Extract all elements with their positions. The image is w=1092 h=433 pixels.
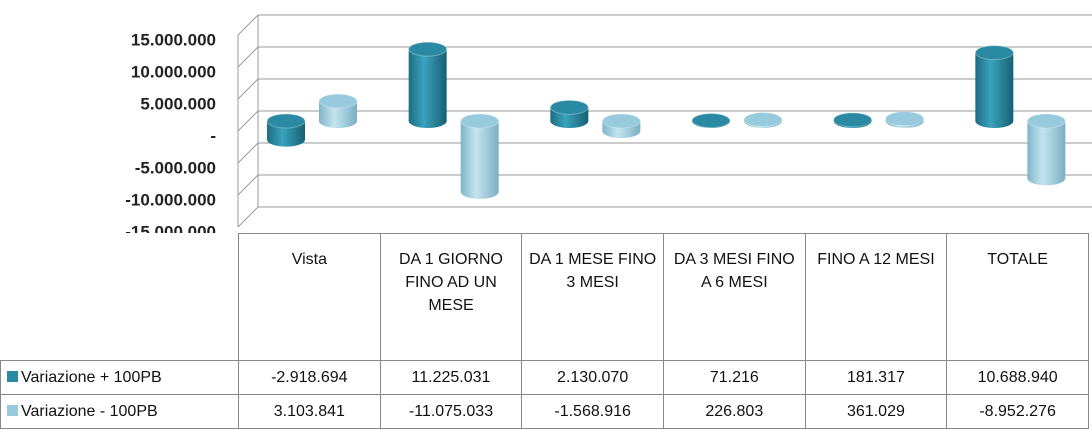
bar: [601, 113, 641, 139]
category-label: Vista: [238, 233, 381, 361]
bar: [833, 112, 873, 128]
value-label: 181.317: [804, 360, 948, 395]
category-label: TOTALE: [946, 233, 1089, 361]
y-tick-label: -15.000.000: [125, 222, 216, 233]
bar-top: [974, 45, 1014, 61]
y-tick-label: 15.000.000: [131, 30, 216, 49]
bar-top: [885, 111, 925, 127]
value-label: 226.803: [662, 394, 806, 429]
bar-body: [1027, 121, 1066, 179]
y-tick-label: -5.000.000: [135, 158, 216, 177]
grid-line: [237, 46, 1092, 68]
series-row: Variazione + 100PB -2.918.694 11.225.031 2.…: [0, 360, 1089, 395]
grid-line: [237, 14, 1092, 36]
grid-line: [237, 78, 1092, 100]
grid-line: [237, 206, 1092, 228]
value-label: -8.952.276: [946, 394, 1089, 429]
value-label: 71.216: [662, 360, 806, 395]
grid-line: [237, 142, 1092, 164]
bar-body: [460, 121, 499, 192]
bar-top: [549, 99, 589, 115]
bar: [408, 41, 448, 128]
bar: [549, 99, 589, 128]
bar: [318, 93, 358, 128]
data-table: Vista DA 1 GIORNO FINO AD UN MESE DA 1 MES…: [0, 233, 1089, 429]
bar-top: [408, 41, 448, 57]
bar-top: [318, 93, 358, 109]
bar: [691, 113, 731, 129]
chart: 15.000.000 10.000.000 5.000.000 - -5.000.000…: [125, 14, 1092, 233]
bar-body: [408, 49, 447, 121]
bar-top: [833, 112, 873, 128]
legend-label: Variazione + 100PB: [21, 368, 162, 386]
bar-top: [1026, 113, 1066, 129]
value-label: 2.130.070: [521, 360, 664, 395]
legend-swatch: [7, 404, 18, 416]
y-tick-label: -: [210, 126, 216, 145]
category-label: DA 1 MESE FINO 3 MESI: [521, 233, 664, 361]
category-label: DA 3 MESI FINO A 6 MESI: [662, 233, 806, 361]
legend-entry: Variazione + 100PB: [0, 360, 239, 395]
grid-line: [237, 110, 1092, 132]
value-label: -1.568.916: [521, 394, 664, 429]
blank-cell: [0, 233, 239, 361]
bar-top: [266, 113, 306, 129]
category-label: DA 1 GIORNO FINO AD UN MESE: [379, 233, 523, 361]
header-row: Vista DA 1 GIORNO FINO AD UN MESE DA 1 MES…: [0, 233, 1089, 361]
value-label: 11.225.031: [379, 360, 523, 395]
value-label: -2.918.694: [238, 360, 381, 395]
bar-body: [975, 52, 1014, 121]
bar-top: [460, 113, 500, 129]
bar: [460, 113, 500, 199]
legend-entry: Variazione - 100PB: [0, 394, 239, 429]
y-tick-label: 10.000.000: [131, 62, 216, 81]
category-label: FINO A 12 MESI: [804, 233, 948, 361]
bar-top: [743, 112, 783, 128]
grid-line: [237, 174, 1092, 196]
y-tick-label: -10.000.000: [125, 190, 216, 209]
legend-swatch: [7, 370, 18, 382]
series-row: Variazione - 100PB 3.103.841 -11.075.033 -1…: [0, 394, 1089, 429]
value-label: 3.103.841: [238, 394, 381, 429]
bar: [974, 45, 1014, 128]
value-label: 10.688.940: [946, 360, 1089, 395]
bar-top: [691, 113, 731, 129]
bar-top: [601, 113, 641, 129]
value-label: 361.029: [804, 394, 948, 429]
bar: [743, 112, 783, 128]
y-tick-label: 5.000.000: [140, 94, 216, 113]
bar: [266, 113, 306, 147]
value-label: -11.075.033: [379, 394, 523, 429]
legend-label: Variazione - 100PB: [21, 402, 158, 420]
bar: [885, 111, 925, 128]
bar: [1026, 113, 1066, 186]
